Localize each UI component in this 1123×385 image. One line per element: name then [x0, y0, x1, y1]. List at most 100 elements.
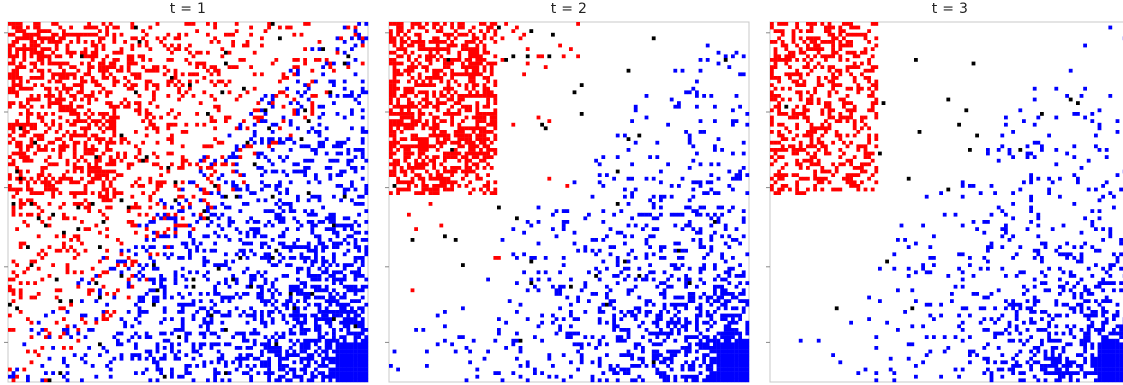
heatmap-cell [360, 202, 365, 206]
heatmap-cell [648, 245, 652, 249]
heatmap-cell [65, 47, 70, 51]
heatmap-cell [396, 162, 400, 167]
heatmap-cell [723, 335, 728, 339]
heatmap-cell [1068, 68, 1073, 73]
heatmap-cell [260, 137, 264, 141]
heatmap-cell [720, 317, 724, 321]
heatmap-cell [303, 356, 307, 361]
heatmap-cell [101, 212, 106, 217]
heatmap-cell [80, 378, 84, 383]
heatmap-cell [195, 61, 199, 66]
heatmap-cell [838, 40, 843, 44]
heatmap-cell [270, 346, 275, 350]
heatmap-cell [551, 227, 555, 231]
heatmap-cell [659, 180, 663, 185]
heatmap-cell [849, 25, 853, 30]
heatmap-cell [662, 281, 667, 285]
heatmap-cell [40, 209, 45, 213]
heatmap-cell [357, 320, 361, 325]
heatmap-cell [626, 349, 631, 354]
heatmap-cell [691, 299, 696, 303]
heatmap-cell [245, 202, 250, 206]
heatmap-cell [695, 342, 699, 347]
heatmap-cell [612, 317, 616, 321]
heatmap-cell [410, 133, 415, 138]
heatmap-cell [184, 335, 189, 339]
heatmap-cell [842, 29, 846, 33]
heatmap-cell [468, 180, 472, 185]
heatmap-cell [98, 230, 102, 235]
heatmap-cell [342, 194, 347, 199]
heatmap-cell [263, 346, 268, 350]
heatmap-cell [33, 191, 37, 195]
heatmap-cell [33, 281, 37, 285]
heatmap-cell [256, 270, 261, 275]
heatmap-cell [346, 248, 351, 253]
heatmap-cell [364, 338, 369, 343]
heatmap-cell [827, 108, 832, 113]
heatmap-cell [65, 378, 70, 383]
heatmap-cell [417, 162, 422, 167]
heatmap-cell [249, 112, 253, 116]
heatmap-cell [713, 356, 717, 361]
heatmap-cell [72, 155, 77, 159]
heatmap-cell [335, 371, 340, 375]
heatmap-cell [713, 374, 717, 379]
heatmap-cell [317, 194, 322, 199]
heatmap-cell [94, 47, 99, 51]
heatmap-cell [116, 104, 120, 109]
heatmap-cell [651, 353, 656, 357]
heatmap-cell [723, 306, 728, 311]
heatmap-cell [471, 79, 476, 84]
heatmap-cell [198, 158, 203, 163]
heatmap-cell [126, 295, 131, 300]
heatmap-cell [453, 166, 458, 170]
heatmap-cell [90, 65, 95, 69]
heatmap-cell [159, 166, 163, 170]
heatmap-cell [260, 284, 264, 289]
heatmap-cell [202, 263, 207, 267]
heatmap-cell [428, 187, 433, 192]
heatmap-cell [443, 234, 447, 239]
heatmap-cell [162, 338, 167, 343]
heatmap-cell [292, 241, 297, 246]
heatmap-cell [162, 212, 167, 217]
heatmap-cell [303, 371, 307, 375]
heatmap-cell [252, 86, 257, 91]
heatmap-cell [680, 256, 685, 260]
heatmap-cell [698, 212, 703, 217]
heatmap-cell [191, 299, 196, 303]
heatmap-cell [392, 151, 397, 156]
heatmap-cell [497, 328, 501, 332]
heatmap-cell [346, 54, 351, 59]
heatmap-cell [332, 252, 336, 257]
heatmap-cell [292, 169, 297, 174]
heatmap-cell [655, 227, 660, 231]
heatmap-cell [867, 94, 871, 98]
heatmap-cell [874, 97, 879, 102]
heatmap-cell [314, 148, 318, 152]
heatmap-cell [8, 302, 12, 307]
heatmap-cell [72, 130, 77, 134]
heatmap-cell [597, 356, 602, 361]
heatmap-cell [44, 328, 48, 332]
heatmap-cell [278, 79, 282, 84]
heatmap-cell [209, 299, 214, 303]
heatmap-cell [806, 72, 810, 77]
heatmap-cell [407, 43, 411, 48]
heatmap-cell [425, 137, 429, 141]
heatmap-cell [637, 342, 642, 347]
heatmap-cell [191, 227, 196, 231]
heatmap-cell [824, 25, 828, 30]
heatmap-cell [191, 313, 196, 318]
heatmap-cell [47, 378, 52, 383]
heatmap-cell [198, 342, 203, 347]
heatmap-cell [303, 281, 307, 285]
heatmap-cell [58, 205, 63, 210]
heatmap-cell [608, 288, 613, 293]
heatmap-cell [54, 162, 59, 167]
heatmap-cell [263, 252, 268, 257]
heatmap-cell [11, 86, 16, 91]
heatmap-cell [321, 310, 325, 314]
heatmap-cell [332, 367, 336, 372]
